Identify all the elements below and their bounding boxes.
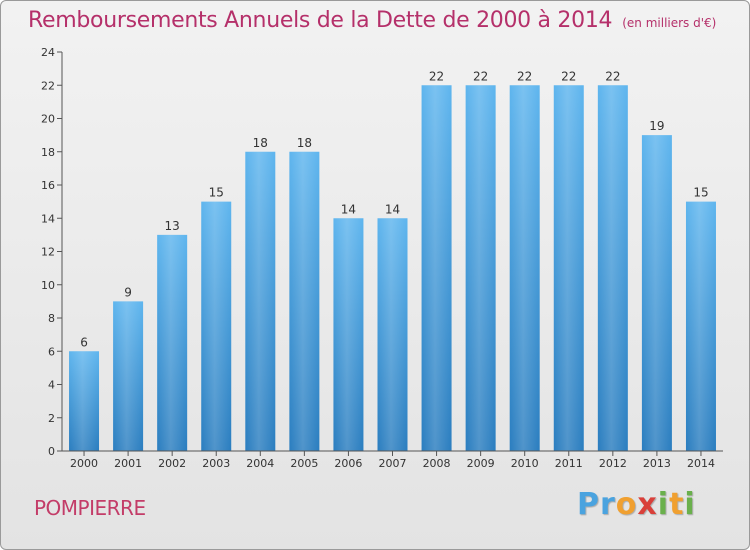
y-tick-label: 22 [41, 79, 55, 92]
logo-letter: r [600, 487, 616, 522]
x-tick-label: 2002 [158, 457, 186, 470]
bar-value-label: 22 [561, 69, 576, 83]
bar-highlight [245, 151, 276, 451]
y-tick-label: 2 [48, 412, 55, 425]
y-tick-label: 0 [48, 445, 55, 458]
bar-highlight [157, 234, 188, 451]
bar-highlight [289, 151, 320, 451]
bar-highlight [421, 85, 452, 451]
bar-value-label: 22 [517, 69, 532, 83]
x-tick-label: 2012 [599, 457, 627, 470]
bar-highlight [553, 85, 584, 451]
chart-title-unit: (en milliers d'€) [622, 16, 717, 30]
logo-letter: i [684, 487, 696, 522]
bar-highlight [201, 201, 232, 451]
x-tick-label: 2014 [687, 457, 715, 470]
bar-highlight [113, 301, 144, 451]
y-tick-label: 14 [41, 212, 55, 225]
x-tick-label: 2007 [379, 457, 407, 470]
commune-name: POMPIERRE [34, 496, 146, 520]
logo-letter: o [615, 487, 638, 522]
bar-value-label: 19 [649, 119, 664, 133]
bar-value-label: 22 [605, 69, 620, 83]
x-tick-label: 2010 [511, 457, 539, 470]
logo-letter: x [637, 487, 658, 522]
y-tick-label: 12 [41, 246, 55, 259]
bar-value-label: 15 [693, 186, 708, 200]
bar-value-label: 22 [473, 69, 488, 83]
x-tick-label: 2001 [114, 457, 142, 470]
bar-highlight [377, 218, 408, 451]
x-tick-label: 2005 [290, 457, 318, 470]
x-tick-label: 2004 [246, 457, 274, 470]
bar-value-label: 18 [297, 136, 312, 150]
bar-value-label: 14 [341, 202, 356, 216]
bar-highlight [333, 218, 364, 451]
bar-highlight [641, 135, 672, 451]
x-tick-label: 2006 [334, 457, 362, 470]
bar-highlight [597, 85, 628, 451]
proxiti-logo[interactable]: Proxiti [577, 487, 696, 522]
y-tick-label: 6 [48, 345, 55, 358]
y-tick-label: 16 [41, 179, 55, 192]
logo-letter: P [577, 487, 600, 522]
y-tick-label: 24 [41, 46, 55, 59]
bar-highlight [465, 85, 496, 451]
x-tick-label: 2008 [423, 457, 451, 470]
bar-value-label: 9 [124, 285, 132, 299]
x-tick-label: 2013 [643, 457, 671, 470]
x-tick-label: 2009 [467, 457, 495, 470]
bar-value-label: 6 [80, 335, 88, 349]
x-tick-label: 2003 [202, 457, 230, 470]
y-tick-label: 10 [41, 279, 55, 292]
bar-value-label: 14 [385, 202, 400, 216]
chart-title-main: Remboursements Annuels de la Dette de 20… [28, 8, 613, 33]
logo-letter: t [669, 487, 685, 522]
y-tick-label: 18 [41, 146, 55, 159]
bar-highlight [685, 201, 716, 451]
x-tick-label: 2011 [555, 457, 583, 470]
chart-title: Remboursements Annuels de la Dette de 20… [28, 8, 716, 33]
bar-highlight [69, 351, 100, 451]
bar-value-label: 22 [429, 69, 444, 83]
y-tick-label: 20 [41, 113, 55, 126]
bar-value-label: 15 [209, 186, 224, 200]
logo-letter: i [657, 487, 670, 522]
bar-value-label: 13 [165, 219, 180, 233]
bar-layer: 6 9 13 15 18 18 14 14 22 22 22 22 22 19 15 [69, 69, 716, 451]
bar-value-label: 18 [253, 136, 268, 150]
y-tick-label: 4 [48, 379, 55, 392]
bar-highlight [509, 85, 540, 451]
y-tick-label: 8 [48, 312, 55, 325]
x-tick-label: 2000 [70, 457, 98, 470]
